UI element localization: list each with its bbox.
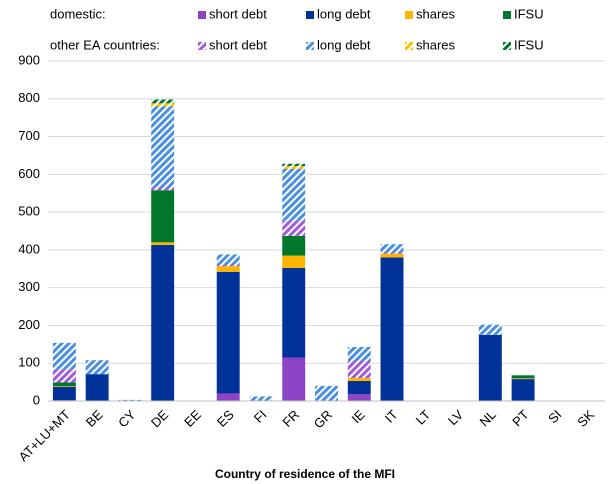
x-tick-label: ES (214, 407, 237, 430)
bar-segment (380, 253, 404, 258)
legend-swatch (405, 11, 413, 19)
x-tick-label: LV (445, 407, 466, 428)
legend-label: long debt (317, 37, 371, 52)
legend-label: long debt (317, 6, 371, 21)
y-tick-label: 700 (18, 128, 40, 143)
x-axis-title: Country of residence of the MFI (215, 467, 395, 481)
x-tick-label: PT (509, 407, 531, 429)
bar-segment (478, 324, 502, 335)
bar-segment (282, 235, 306, 256)
x-tick-label: CY (115, 407, 139, 431)
legend-swatch (405, 42, 413, 50)
bar-segment (282, 168, 306, 221)
x-tick-label: DE (148, 407, 172, 431)
bar-segment (347, 394, 371, 401)
bar-segment (85, 374, 109, 401)
x-tick-label: SK (574, 407, 597, 430)
bar-segment (151, 244, 175, 401)
legend-swatch (198, 42, 206, 50)
bar-segment (380, 244, 404, 253)
x-tick-label: GR (311, 407, 335, 431)
bar-segment (511, 379, 535, 401)
bar-segment (216, 393, 240, 401)
legend-label: IFSU (514, 37, 544, 52)
x-tick-label: AT+LU+MT (16, 407, 73, 464)
y-tick-label: 200 (18, 317, 40, 332)
bar-segment (282, 255, 306, 269)
legend-label: IFSU (514, 6, 544, 21)
legend-swatch (503, 42, 511, 50)
bar-segment (511, 378, 535, 380)
x-tick-label: LT (413, 407, 434, 428)
bar-segment (151, 242, 175, 245)
bar-segment (347, 380, 371, 395)
y-tick-label: 0 (33, 392, 40, 407)
legend-swatch (503, 11, 511, 19)
x-tick-label: FI (251, 407, 270, 426)
bar-segment (347, 346, 371, 361)
bar-segment (347, 377, 371, 381)
bar-segment (85, 360, 109, 375)
bar-segment (52, 369, 76, 383)
y-tick-label: 100 (18, 355, 40, 370)
bar-segment (151, 99, 175, 104)
bar-segment (52, 342, 76, 370)
bar-segment (380, 257, 404, 401)
bar-segment (52, 386, 76, 388)
bar-segment (118, 399, 142, 401)
bar-segment (315, 385, 338, 401)
bar-segment (52, 387, 76, 401)
y-tick-label: 800 (18, 90, 40, 105)
bar-segment (347, 360, 371, 378)
y-tick-label: 400 (18, 241, 40, 256)
bar-segment (249, 396, 273, 401)
legend-label: short debt (209, 37, 267, 52)
bar-segment (282, 220, 306, 236)
y-tick-label: 600 (18, 166, 40, 181)
legend-label: shares (416, 6, 456, 21)
bar-segment (282, 268, 306, 358)
legend-row-label: other EA countries: (50, 37, 160, 52)
bar-segment (216, 271, 240, 394)
x-tick-label: IE (349, 407, 369, 427)
x-tick-label: BE (83, 407, 106, 430)
x-tick-label: NL (477, 407, 499, 429)
legend-swatch (198, 11, 206, 19)
bar-segment (151, 190, 175, 243)
y-tick-label: 900 (18, 52, 40, 67)
bar-segment (380, 252, 404, 254)
bar-segment (282, 357, 306, 401)
bar-segment (216, 254, 240, 265)
x-tick-label: IT (382, 407, 401, 426)
bar-segment (511, 375, 535, 379)
bar-segment (151, 103, 175, 107)
legend-label: short debt (209, 6, 267, 21)
bar-segment (216, 266, 240, 272)
bar-segment (478, 334, 502, 401)
bar-segment (151, 106, 175, 188)
y-tick-label: 300 (18, 279, 40, 294)
bar-segment (282, 163, 306, 167)
legend-label: shares (416, 37, 456, 52)
bar-segment (216, 265, 240, 267)
x-tick-label: SI (545, 407, 564, 426)
x-tick-label: EE (181, 407, 204, 430)
legend-swatch (306, 11, 314, 19)
bar-segment (151, 187, 175, 191)
legend-row-label: domestic: (50, 6, 106, 21)
legend-swatch (306, 42, 314, 50)
bar-segment (52, 382, 76, 387)
x-tick-label: FR (279, 407, 302, 430)
bar-segment (282, 166, 306, 169)
y-tick-label: 500 (18, 204, 40, 219)
